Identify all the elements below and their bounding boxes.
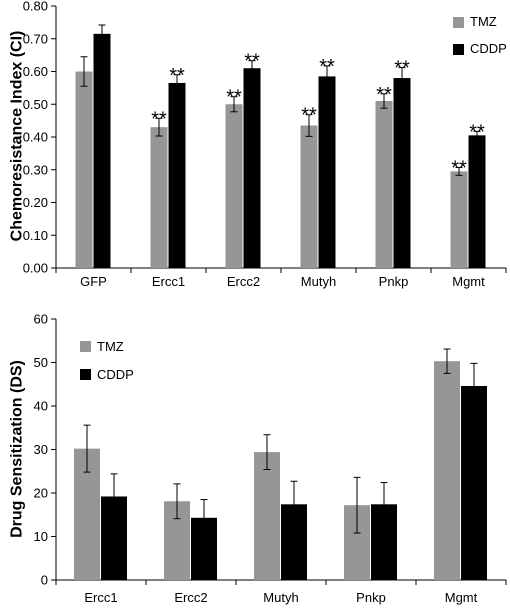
y-tick-label: 0.00 (23, 261, 48, 276)
significance-label: ** (151, 108, 167, 130)
bar (434, 361, 460, 580)
significance-label: ** (301, 105, 317, 127)
y-tick-label: 0.10 (23, 228, 48, 243)
bar (393, 78, 411, 268)
legend-label: TMZ (97, 339, 124, 354)
bar (468, 135, 486, 268)
bar (461, 385, 487, 580)
y-tick-label: 40 (34, 399, 48, 414)
significance-label: ** (169, 65, 185, 87)
bar (300, 125, 318, 268)
x-tick-label: Mgmt (445, 590, 478, 605)
bar (93, 33, 111, 269)
bar (150, 127, 168, 268)
bar (168, 82, 186, 269)
y-tick-label: 0.80 (23, 0, 48, 14)
x-tick-label: Pnkp (379, 274, 409, 289)
chemoresistance-chart: 0.00 0.10 0.20 0.30 0.40 0.50 0.60 0.70 0.80 GFP E… (9, 0, 507, 289)
x-tick-label: Ercc1 (152, 274, 185, 289)
bar (75, 71, 93, 268)
legend-label: CDDP (97, 367, 134, 382)
legend-label: CDDP (470, 41, 507, 56)
bar (450, 171, 468, 268)
x-tick-label: Ercc2 (174, 590, 207, 605)
significance-label: ** (376, 84, 392, 106)
drug-sensitization-chart: 0 10 20 30 40 50 60 Ercc1 Ercc2 Mutyh Pnkp Mgmt Drug… (9, 312, 507, 605)
y-tick-label: 0.70 (23, 31, 48, 46)
bar (318, 76, 336, 268)
y-tick-label: 0.40 (23, 130, 48, 145)
y-axis-title: Chemoresistance Index (CI) (9, 31, 26, 242)
y-tick-label: 30 (34, 442, 48, 457)
x-tick-label: Ercc2 (227, 274, 260, 289)
y-tick-label: 0.20 (23, 195, 48, 210)
y-tick-label: 60 (34, 312, 48, 327)
y-tick-label: 50 (34, 355, 48, 370)
y-tick-label: 10 (34, 529, 48, 544)
significance-label: ** (244, 51, 260, 73)
x-tick-label: Pnkp (356, 590, 386, 605)
significance-label: ** (451, 157, 467, 179)
y-tick-label: 0.30 (23, 162, 48, 177)
legend-swatch (80, 369, 91, 380)
significance-label: ** (469, 121, 485, 143)
x-tick-label: Mutyh (263, 590, 298, 605)
bar (375, 100, 393, 268)
y-tick-label: 0 (41, 573, 48, 588)
legend-label: TMZ (470, 14, 497, 29)
legend-swatch (453, 44, 464, 55)
y-tick-label: 20 (34, 486, 48, 501)
bar (243, 68, 261, 268)
y-tick-label: 0.60 (23, 64, 48, 79)
significance-label: ** (394, 58, 410, 80)
x-tick-label: Mutyh (301, 274, 336, 289)
legend-swatch (453, 17, 464, 28)
significance-label: ** (319, 56, 335, 78)
bar (225, 104, 243, 268)
x-tick-label: GFP (80, 274, 107, 289)
y-tick-label: 0.50 (23, 97, 48, 112)
x-tick-label: Mgmt (452, 274, 485, 289)
legend-swatch (80, 341, 91, 352)
x-tick-label: Ercc1 (84, 590, 117, 605)
significance-label: ** (226, 87, 242, 109)
y-axis-title: Drug Sensitization (DS) (9, 360, 26, 538)
bar (254, 452, 280, 580)
